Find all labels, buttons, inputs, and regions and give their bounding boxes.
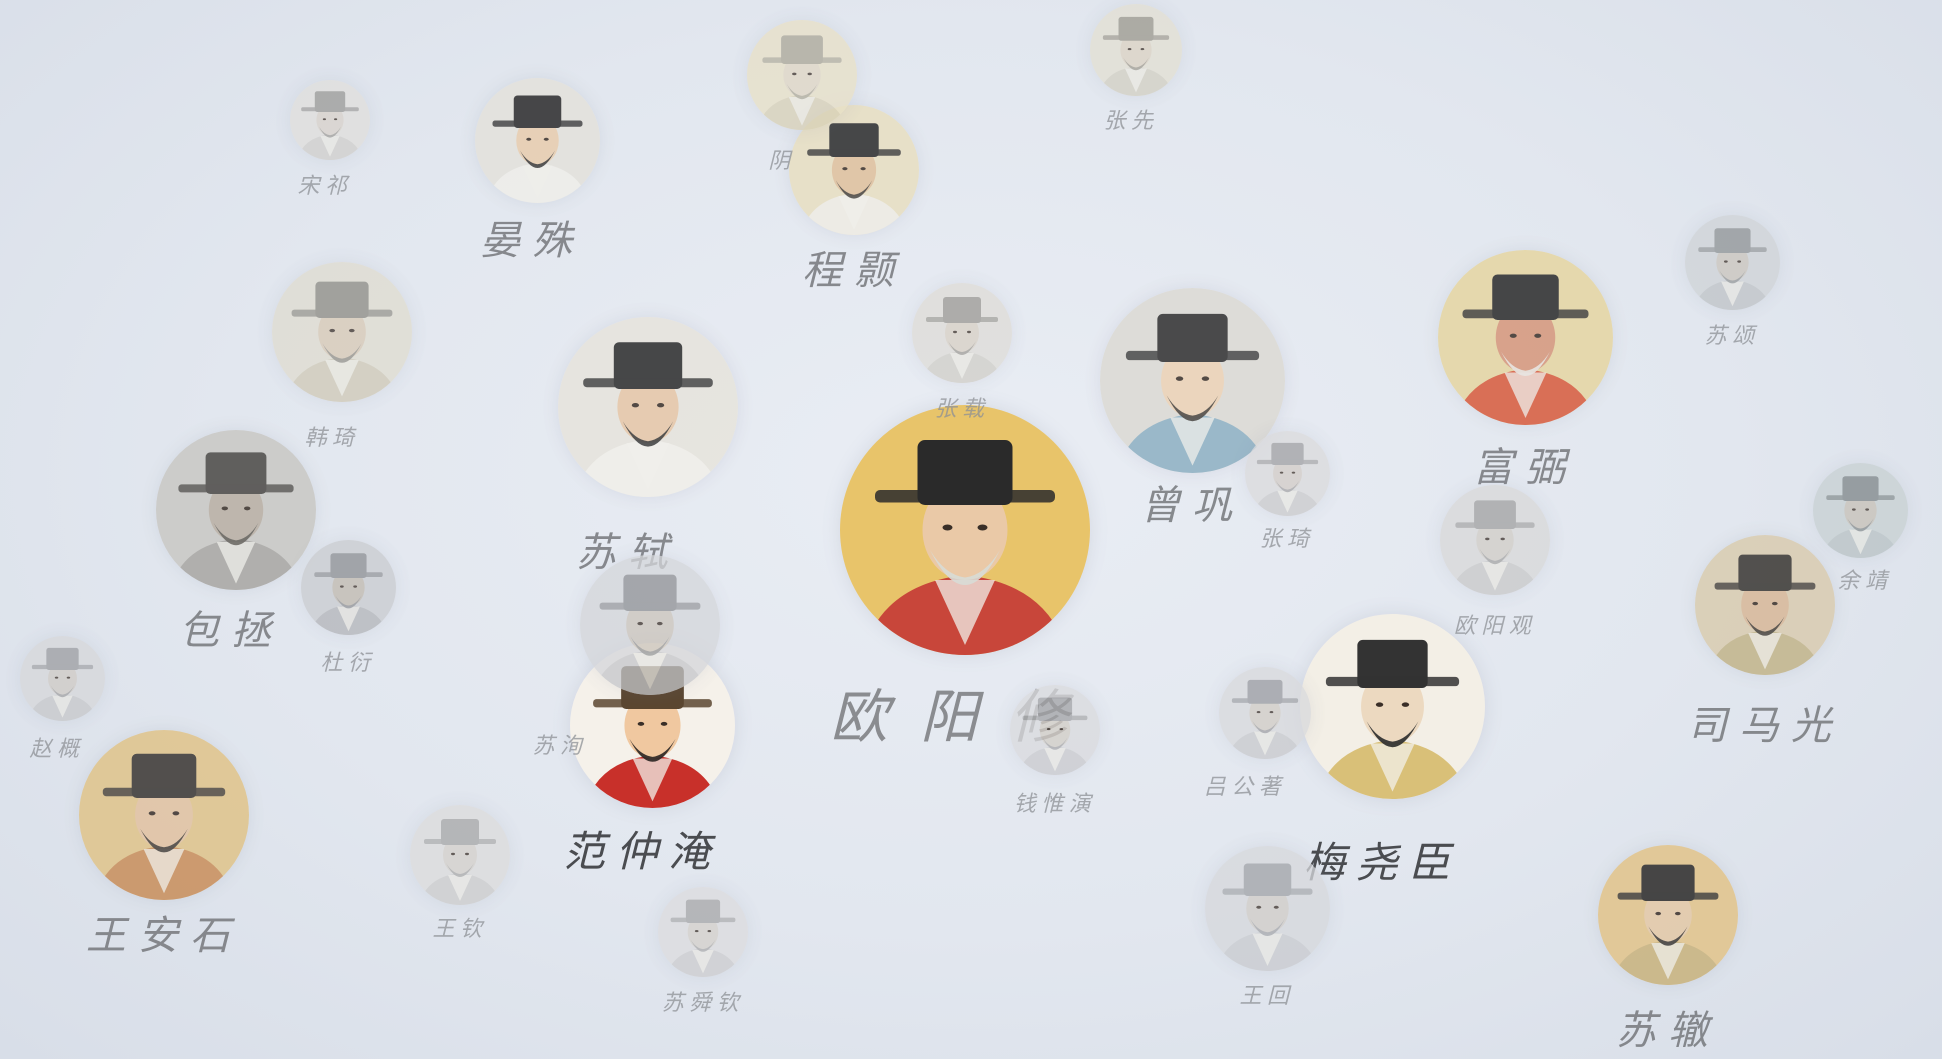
person-name-zhangxian: 张先 (1103, 109, 1159, 134)
portrait-baozheng[interactable] (156, 430, 316, 590)
person-name-yuanjing: 余靖 (1837, 569, 1893, 594)
portrait-duyan[interactable] (300, 539, 396, 635)
person-name-wangcen: 王钦 (432, 917, 488, 942)
person-name-simaguang: 司马光 (1687, 703, 1843, 749)
person-name-ouyangguan: 欧阳观 (1453, 614, 1537, 639)
portrait-meiyaochen[interactable] (1299, 613, 1485, 799)
portrait-wanghui[interactable] (1204, 845, 1330, 971)
portrait-simaguang[interactable] (1695, 535, 1835, 675)
portrait-wanganshi[interactable] (79, 730, 249, 900)
portrait-suxun[interactable] (580, 555, 720, 695)
portrait-sushi[interactable] (558, 317, 738, 497)
person-name-hanqi: 韩琦 (304, 426, 360, 451)
person-name-wanganshi: 王安石 (86, 913, 242, 959)
person-name-suxun: 苏洵 (532, 734, 588, 759)
portrait-wangcen[interactable] (410, 805, 510, 905)
person-name-chengyi: 程颢 (802, 248, 906, 294)
person-name-sutong: 苏颂 (1704, 324, 1760, 349)
portrait-zhangqi[interactable] (1244, 430, 1330, 516)
portrait-yuanjing[interactable] (1812, 462, 1908, 558)
portrait-lvgongzhu[interactable] (1219, 667, 1311, 759)
portrait-suyoudi[interactable] (658, 887, 748, 977)
portrait-zhaogai[interactable] (19, 635, 105, 721)
person-name-zhangqi: 张琦 (1259, 527, 1315, 552)
portrait-wangjian[interactable] (747, 20, 857, 130)
person-name-suzhe: 苏辙 (1616, 1008, 1720, 1054)
portrait-fubi[interactable] (1437, 249, 1613, 425)
person-name-qianweiyan: 钱惟演 (1013, 792, 1097, 817)
person-name-zhangzai: 张载 (934, 397, 990, 422)
person-name-suyoudi: 苏舜钦 (661, 991, 745, 1016)
person-name-wanghui: 王回 (1239, 984, 1295, 1009)
portrait-hanqi[interactable] (272, 262, 412, 402)
portrait-zhangxian[interactable] (1090, 4, 1182, 96)
person-name-wangjian: 阴 (768, 149, 796, 174)
person-name-zhaogai: 赵概 (29, 737, 85, 762)
portrait-zenggong[interactable] (1099, 287, 1285, 473)
portrait-zhangzai[interactable] (912, 283, 1012, 383)
portrait-ouyangguan[interactable] (1440, 485, 1550, 595)
person-name-duyan: 杜衍 (320, 651, 376, 676)
portrait-ouyangxiu[interactable] (840, 405, 1090, 655)
person-name-baozheng: 包拯 (179, 608, 283, 654)
person-name-songqi: 宋祁 (297, 174, 353, 199)
person-name-lvgongzhu: 吕公著 (1203, 775, 1287, 800)
person-name-meiyaochen: 梅尧臣 (1303, 838, 1461, 887)
portrait-yanshu[interactable] (474, 77, 600, 203)
portrait-chengyi[interactable] (789, 105, 919, 235)
person-name-zenggong: 曾巩 (1140, 483, 1244, 529)
person-name-yanshu: 晏殊 (480, 218, 584, 264)
portrait-songqi[interactable] (290, 80, 370, 160)
portrait-qianweiyan[interactable] (1010, 685, 1100, 775)
person-name-fubi: 富弼 (1473, 445, 1577, 491)
portrait-suzhe[interactable] (1598, 845, 1738, 985)
person-name-fanzhongyan: 范仲淹 (563, 827, 721, 876)
portrait-sutong[interactable] (1684, 214, 1780, 310)
